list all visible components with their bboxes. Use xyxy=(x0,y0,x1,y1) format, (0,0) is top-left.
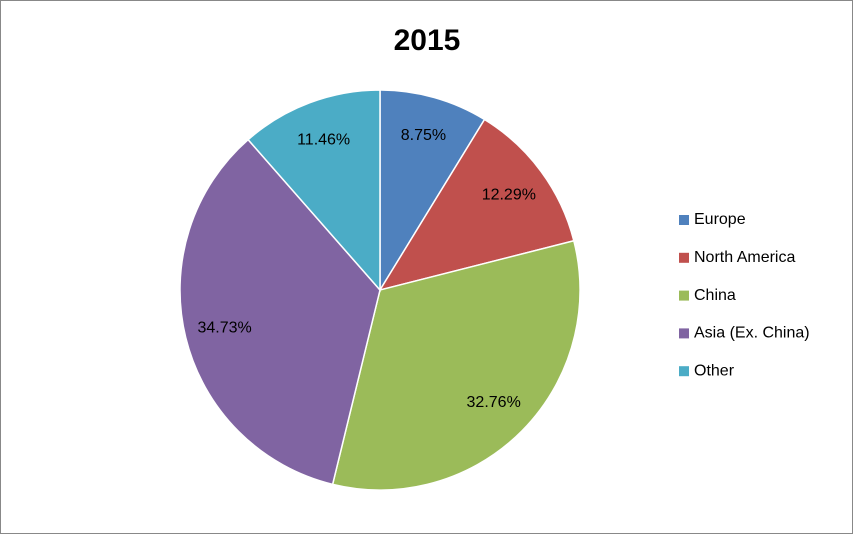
chart-title: 2015 xyxy=(394,24,461,57)
pie-slice xyxy=(331,239,581,491)
data-label: 11.46% xyxy=(297,131,350,148)
pie-slice xyxy=(378,118,575,292)
legend-swatch xyxy=(679,290,689,301)
legend-label: North America xyxy=(694,249,795,266)
legend-label: Europe xyxy=(694,211,746,228)
legend-swatch xyxy=(679,252,689,263)
legend-swatch xyxy=(679,215,689,225)
data-label: 8.75% xyxy=(401,127,446,144)
legend-swatch xyxy=(679,328,689,339)
legend-swatch xyxy=(679,366,689,377)
legend-label: Asia (Ex. China) xyxy=(694,325,810,342)
pie-slice xyxy=(247,89,381,292)
data-label: 32.76% xyxy=(467,394,521,411)
data-label: 34.73% xyxy=(197,319,251,336)
legend-label: Other xyxy=(694,362,735,379)
data-label: 12.29% xyxy=(482,186,536,203)
legend-label: China xyxy=(694,287,736,304)
pie-slice xyxy=(379,89,486,293)
pie-slice xyxy=(179,138,381,486)
